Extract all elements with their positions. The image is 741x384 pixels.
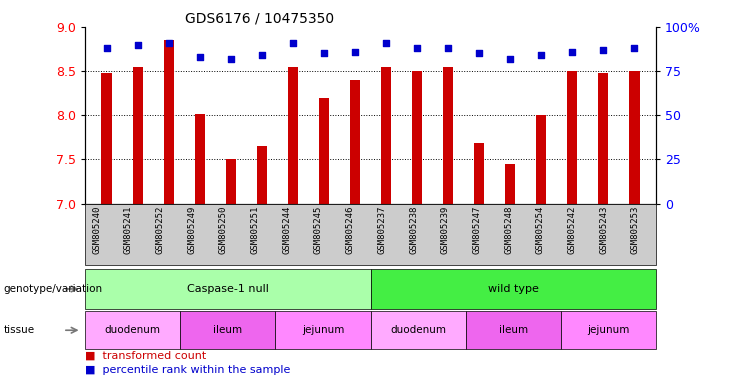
Text: GSM805245: GSM805245 — [314, 205, 323, 254]
Bar — [411, 71, 422, 204]
Text: GSM805237: GSM805237 — [377, 205, 386, 254]
Text: GSM805249: GSM805249 — [187, 205, 196, 254]
Bar — [256, 146, 268, 204]
Point — [628, 45, 640, 51]
Text: wild type: wild type — [488, 284, 539, 294]
Point — [194, 54, 206, 60]
Text: ileum: ileum — [213, 325, 242, 335]
Text: GSM805244: GSM805244 — [282, 205, 291, 254]
Text: GSM805253: GSM805253 — [631, 205, 640, 254]
Text: duodenum: duodenum — [390, 325, 446, 335]
Bar — [195, 114, 205, 204]
Point — [504, 56, 516, 62]
Text: GSM805254: GSM805254 — [536, 205, 545, 254]
Point — [566, 48, 578, 55]
Bar — [288, 66, 299, 204]
Text: GSM805241: GSM805241 — [124, 205, 133, 254]
Bar — [442, 66, 453, 204]
Bar — [505, 164, 516, 204]
Point — [225, 56, 237, 62]
Point — [101, 45, 113, 51]
Bar — [536, 115, 546, 204]
Point — [163, 40, 175, 46]
Point — [349, 48, 361, 55]
Bar — [319, 98, 330, 204]
Text: GSM805252: GSM805252 — [156, 205, 165, 254]
Bar — [567, 71, 577, 204]
Bar — [350, 80, 360, 204]
Bar — [164, 40, 174, 204]
Text: GSM805243: GSM805243 — [599, 205, 608, 254]
Point — [473, 50, 485, 56]
Text: GSM805251: GSM805251 — [250, 205, 259, 254]
Text: ■  percentile rank within the sample: ■ percentile rank within the sample — [85, 365, 290, 375]
Text: Caspase-1 null: Caspase-1 null — [187, 284, 269, 294]
Text: GSM805238: GSM805238 — [409, 205, 418, 254]
Point — [287, 40, 299, 46]
Text: GSM805239: GSM805239 — [441, 205, 450, 254]
Text: GSM805240: GSM805240 — [92, 205, 101, 254]
Point — [256, 52, 268, 58]
Point — [380, 40, 392, 46]
Point — [597, 47, 609, 53]
Text: GSM805248: GSM805248 — [504, 205, 513, 254]
Bar — [102, 73, 113, 204]
Bar — [628, 71, 639, 204]
Text: GSM805242: GSM805242 — [568, 205, 576, 254]
Text: GSM805246: GSM805246 — [345, 205, 355, 254]
Point — [442, 45, 454, 51]
Point — [535, 52, 547, 58]
Text: duodenum: duodenum — [104, 325, 161, 335]
Text: GDS6176 / 10475350: GDS6176 / 10475350 — [185, 12, 334, 25]
Text: jejunum: jejunum — [302, 325, 344, 335]
Text: genotype/variation: genotype/variation — [4, 284, 103, 294]
Bar — [598, 73, 608, 204]
Text: GSM805250: GSM805250 — [219, 205, 228, 254]
Text: ■  transformed count: ■ transformed count — [85, 350, 207, 360]
Bar — [473, 144, 485, 204]
Text: jejunum: jejunum — [587, 325, 629, 335]
Bar — [381, 66, 391, 204]
Bar — [225, 159, 236, 204]
Point — [411, 45, 423, 51]
Point — [318, 50, 330, 56]
Text: ileum: ileum — [499, 325, 528, 335]
Text: tissue: tissue — [4, 325, 35, 335]
Bar — [133, 66, 143, 204]
Point — [132, 41, 144, 48]
Text: GSM805247: GSM805247 — [473, 205, 482, 254]
